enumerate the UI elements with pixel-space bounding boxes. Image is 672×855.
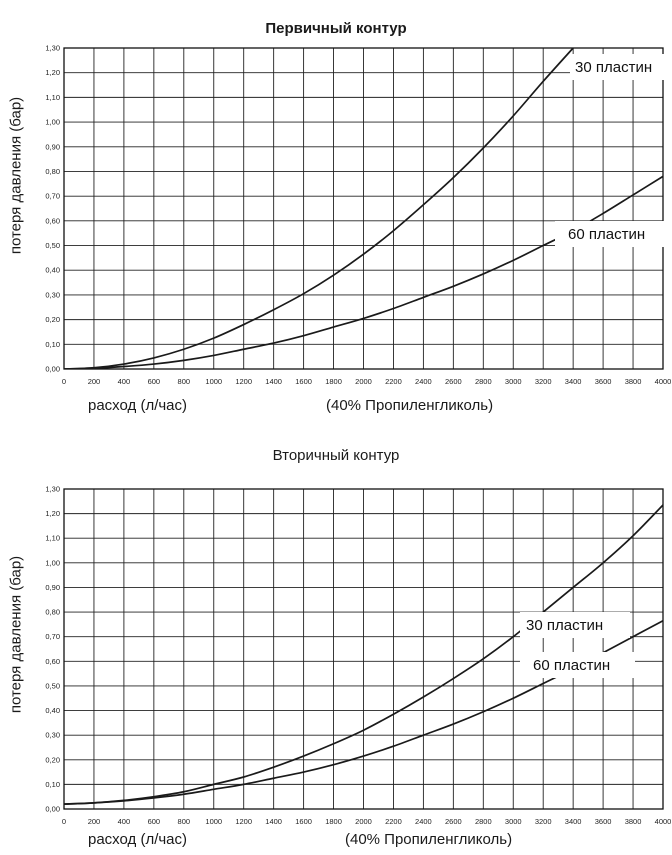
y-axis-label: потеря давления (бар) — [7, 96, 25, 255]
series-label-box — [555, 221, 672, 247]
x-tick-label: 2200 — [385, 377, 402, 386]
grid — [63, 488, 664, 810]
x-axis-label: расход (л/час) — [88, 397, 188, 414]
fluid-note: (40% Пропиленгликоль) — [345, 831, 513, 848]
x-tick-label: 3800 — [625, 817, 642, 826]
y-tick-label: 1,00 — [45, 118, 60, 127]
y-tick-label: 1,30 — [45, 44, 60, 53]
series-label: 30 пластин — [526, 617, 603, 634]
x-tick-label: 1800 — [325, 377, 342, 386]
x-tick-label: 1000 — [205, 377, 222, 386]
y-tick-label: 0,20 — [45, 755, 60, 764]
x-tick-label: 3400 — [565, 817, 582, 826]
chart-primary-circuit: 0 200 400 600 800 1000 1200 1400 1600 1800 2000 220… — [0, 0, 672, 420]
x-tick-label: 1400 — [265, 817, 282, 826]
x-axis-label: расход (л/час) — [88, 831, 188, 848]
y-tick-label: 0,80 — [45, 167, 60, 176]
x-tick-label: 2400 — [415, 377, 432, 386]
y-tick-label: 0,50 — [45, 681, 60, 690]
x-tick-label: 400 — [118, 817, 131, 826]
x-tick-label: 3600 — [595, 377, 612, 386]
y-tick-label: 0,70 — [45, 192, 60, 201]
plot-frame — [63, 47, 664, 370]
x-tick-label: 1600 — [295, 377, 312, 386]
x-tick-label: 600 — [148, 377, 161, 386]
x-tick-label: 400 — [118, 377, 131, 386]
series-line-30-plates — [64, 504, 664, 805]
x-tick-label: 1400 — [265, 377, 282, 386]
y-tick-label: 1,20 — [45, 68, 60, 77]
y-tick-label: 0,90 — [45, 142, 60, 151]
x-tick-label: 1200 — [235, 817, 252, 826]
series-label: 30 пластин — [575, 59, 652, 76]
x-tick-label: 2000 — [355, 377, 372, 386]
fluid-note: (40% Пропиленгликоль) — [326, 397, 494, 414]
x-tick-label: 3400 — [565, 377, 582, 386]
x-tick-label: 600 — [148, 817, 161, 826]
y-tick-label: 0,00 — [45, 365, 60, 374]
x-tick-label: 2400 — [415, 817, 432, 826]
series-label-box — [520, 652, 635, 678]
x-tick-label: 0 — [62, 377, 66, 386]
x-tick-label: 3200 — [535, 817, 552, 826]
series-label: 60 пластин — [533, 657, 610, 674]
x-tick-label: 2800 — [475, 377, 492, 386]
x-tick-label: 3800 — [625, 377, 642, 386]
x-tick-label: 2200 — [385, 817, 402, 826]
x-tick-label: 200 — [88, 817, 101, 826]
x-tick-label: 3000 — [505, 377, 522, 386]
y-tick-label: 1,00 — [45, 558, 60, 567]
chart-primary-plot: 0 200 400 600 800 1000 1200 1400 1600 1800 2000 220… — [45, 44, 672, 386]
x-tick-label: 1800 — [325, 817, 342, 826]
y-tick-label: 0,20 — [45, 315, 60, 324]
y-tick-label: 0,60 — [45, 216, 60, 225]
x-tick-label: 200 — [88, 377, 101, 386]
x-tick-label: 1200 — [235, 377, 252, 386]
series-label: 60 пластин — [568, 226, 645, 243]
y-tick-label: 1,10 — [45, 93, 60, 102]
x-tick-label: 3000 — [505, 817, 522, 826]
y-tick-label: 0,10 — [45, 340, 60, 349]
x-tick-label: 2000 — [355, 817, 372, 826]
chart-secondary-plot: 0 200 400 600 800 1000 1200 1400 1600 1800 2000 220… — [45, 485, 672, 827]
y-tick-label: 0,80 — [45, 608, 60, 617]
y-tick-label: 0,50 — [45, 241, 60, 250]
series-label-box — [570, 54, 672, 80]
x-tick-label: 3600 — [595, 817, 612, 826]
x-tick-label: 2600 — [445, 377, 462, 386]
chart-title: Вторичный контур — [272, 447, 400, 464]
y-axis-label: потеря давления (бар) — [7, 555, 25, 714]
x-tick-label: 1600 — [295, 817, 312, 826]
x-tick-label: 4000 — [655, 377, 672, 386]
y-tick-label: 1,20 — [45, 509, 60, 518]
x-tick-label: 800 — [178, 817, 191, 826]
y-tick-label: 0,10 — [45, 780, 60, 789]
plot-frame — [63, 488, 664, 810]
y-tick-label: 0,00 — [45, 805, 60, 814]
x-tick-label: 800 — [178, 377, 191, 386]
y-tick-label: 0,30 — [45, 290, 60, 299]
chart-title: Первичный контур — [265, 20, 407, 37]
y-tick-label: 0,60 — [45, 657, 60, 666]
x-tick-label: 4000 — [655, 817, 672, 826]
series-line-30-plates — [64, 47, 574, 369]
y-tick-label: 1,30 — [45, 485, 60, 494]
y-tick-label: 0,30 — [45, 731, 60, 740]
x-tick-label: 0 — [62, 817, 66, 826]
series-label-box — [520, 612, 630, 638]
y-tick-label: 0,70 — [45, 632, 60, 641]
chart-secondary-circuit: 0 200 400 600 800 1000 1200 1400 1600 1800 2000 220… — [0, 430, 672, 855]
x-tick-label: 2800 — [475, 817, 492, 826]
x-tick-label: 2600 — [445, 817, 462, 826]
x-tick-label: 3200 — [535, 377, 552, 386]
y-tick-label: 0,90 — [45, 583, 60, 592]
y-tick-label: 1,10 — [45, 534, 60, 543]
y-tick-label: 0,40 — [45, 706, 60, 715]
y-tick-label: 0,40 — [45, 266, 60, 275]
x-tick-label: 1000 — [205, 817, 222, 826]
grid — [63, 47, 664, 370]
